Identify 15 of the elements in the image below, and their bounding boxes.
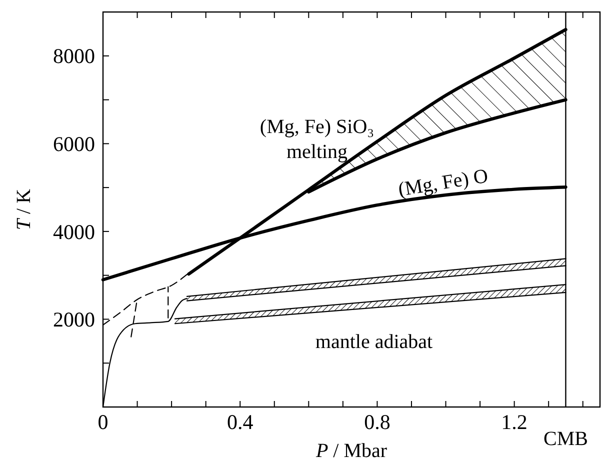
x-tick-label: 0.4 [226,410,254,434]
annotation: mantle adiabat [315,331,434,353]
x-tick-label: 0.8 [364,410,390,434]
y-tick-label: 8000 [53,44,95,68]
x-axis-title: P / Mbar [314,440,388,462]
x-tick-label: 1.2 [501,410,528,434]
y-axis-title: T / K [13,188,35,230]
y-tick-label: 6000 [53,132,95,156]
annotation: (Mg, Fe) O [396,165,490,201]
annotation: melting [286,141,348,163]
ref-line-label: CMB [543,428,588,450]
x-tick-label: 0 [98,410,108,434]
annotation: (Mg, Fe) SiO₃ [260,116,374,138]
y-tick-label: 4000 [53,220,95,244]
y-tick-label: 2000 [53,308,95,332]
